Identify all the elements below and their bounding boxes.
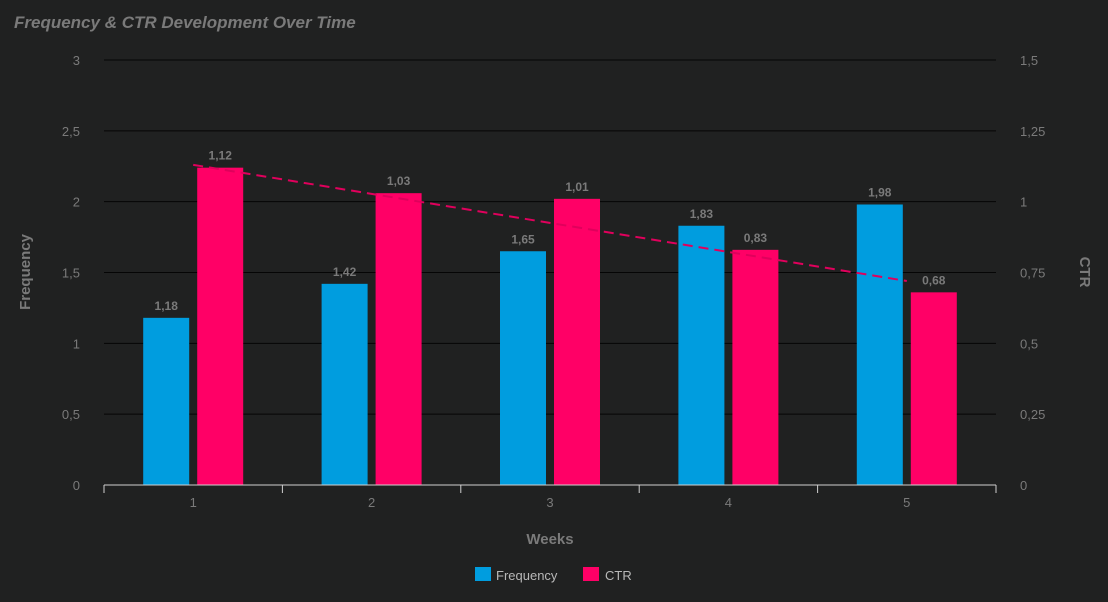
bar-frequency <box>143 317 190 485</box>
y-left-tick-label: 3 <box>73 53 80 68</box>
grid <box>104 59 996 415</box>
data-label-frequency: 1,42 <box>333 265 357 279</box>
x-axis: 1 2 3 4 5 <box>103 484 997 510</box>
bar-ctr <box>197 167 244 485</box>
trendline <box>193 163 907 282</box>
y-left-tick-label: 1 <box>73 336 80 351</box>
chart-title: Frequency & CTR Development Over Time <box>14 13 356 32</box>
bar-frequency <box>856 204 903 485</box>
y-left-tick-label: 2,5 <box>62 124 80 139</box>
bar-ctr <box>554 198 600 486</box>
y-right-tick-label: 0,5 <box>1020 336 1038 351</box>
bar-frequency <box>321 283 368 485</box>
x-tick-label: 2 <box>368 495 375 510</box>
trendline-ctr <box>193 163 907 282</box>
y-axis-right-ticks: 0 0,25 0,5 0,75 1 1,25 1,5 <box>1020 53 1045 493</box>
x-tick-label: 4 <box>725 495 732 510</box>
y-left-tick-label: 2 <box>73 195 80 210</box>
data-label-frequency: 1,18 <box>155 299 179 313</box>
bar-ctr <box>732 249 779 485</box>
legend-swatch-ctr <box>583 567 599 581</box>
bar-ctr <box>910 292 957 485</box>
y-right-tick-label: 1 <box>1020 195 1027 210</box>
legend-item-ctr[interactable]: CTR <box>583 567 632 583</box>
x-tick-label: 5 <box>903 495 910 510</box>
legend: Frequency CTR <box>475 567 632 583</box>
data-label-ctr: 1,03 <box>387 174 411 188</box>
x-axis-title: Weeks <box>526 531 573 548</box>
y-right-tick-label: 1,5 <box>1020 53 1038 68</box>
y-left-tick-label: 1,5 <box>62 266 80 281</box>
data-label-ctr: 0,68 <box>922 273 946 287</box>
y-right-tick-label: 0,25 <box>1020 407 1045 422</box>
x-tick-label: 1 <box>190 495 197 510</box>
data-label-frequency: 1,65 <box>511 232 535 246</box>
y-left-tick-label: 0,5 <box>62 407 80 422</box>
data-label-frequency: 1,98 <box>868 186 892 200</box>
y-right-tick-label: 0 <box>1020 478 1027 493</box>
data-label-ctr: 1,12 <box>209 149 233 163</box>
y-axis-left-title: Frequency <box>17 233 34 310</box>
bars <box>143 167 957 486</box>
y-axis-right-title: CTR <box>1076 257 1093 288</box>
data-labels: 1,18 1,12 1,42 1,03 1,65 1,01 1,83 0,83 1,98 0,68 <box>155 149 946 313</box>
data-label-ctr: 0,83 <box>744 231 768 245</box>
y-right-tick-label: 0,75 <box>1020 266 1045 281</box>
data-label-ctr: 1,01 <box>565 180 589 194</box>
y-right-tick-label: 1,25 <box>1020 124 1045 139</box>
legend-item-frequency[interactable]: Frequency <box>475 567 558 583</box>
x-tick-label: 3 <box>546 495 553 510</box>
legend-label-frequency: Frequency <box>496 568 558 583</box>
bar-frequency <box>500 251 546 485</box>
y-axis-left-ticks: 0 0,5 1 1,5 2 2,5 3 <box>62 53 80 493</box>
bar-ctr <box>375 193 422 485</box>
legend-label-ctr: CTR <box>605 568 632 583</box>
bar-frequency <box>678 225 725 485</box>
y-left-tick-label: 0 <box>73 478 80 493</box>
data-label-frequency: 1,83 <box>690 207 714 221</box>
legend-swatch-frequency <box>475 567 491 581</box>
